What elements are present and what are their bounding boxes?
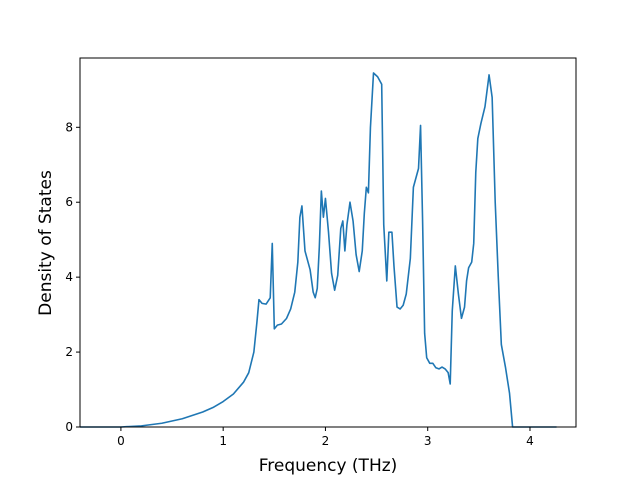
y-axis-label: Density of States <box>36 170 56 316</box>
x-tick-label: 2 <box>322 434 330 448</box>
x-tick-label: 3 <box>424 434 432 448</box>
y-tick-label: 8 <box>65 120 73 134</box>
x-tick-label: 0 <box>117 434 125 448</box>
x-axis-label: Frequency (THz) <box>259 456 398 476</box>
series-line-0 <box>80 72 557 428</box>
plot-group <box>80 72 557 428</box>
y-tick-label: 4 <box>65 270 73 284</box>
x-tick-label: 4 <box>526 434 534 448</box>
y-tick-label: 0 <box>65 420 73 434</box>
x-ticks: 0 1 2 3 4 <box>117 427 534 448</box>
y-tick-label: 2 <box>65 345 73 359</box>
axes-frame <box>79 57 577 428</box>
y-ticks: 0 2 4 6 8 <box>65 120 80 434</box>
x-tick-label: 1 <box>219 434 227 448</box>
y-tick-label: 6 <box>65 195 73 209</box>
